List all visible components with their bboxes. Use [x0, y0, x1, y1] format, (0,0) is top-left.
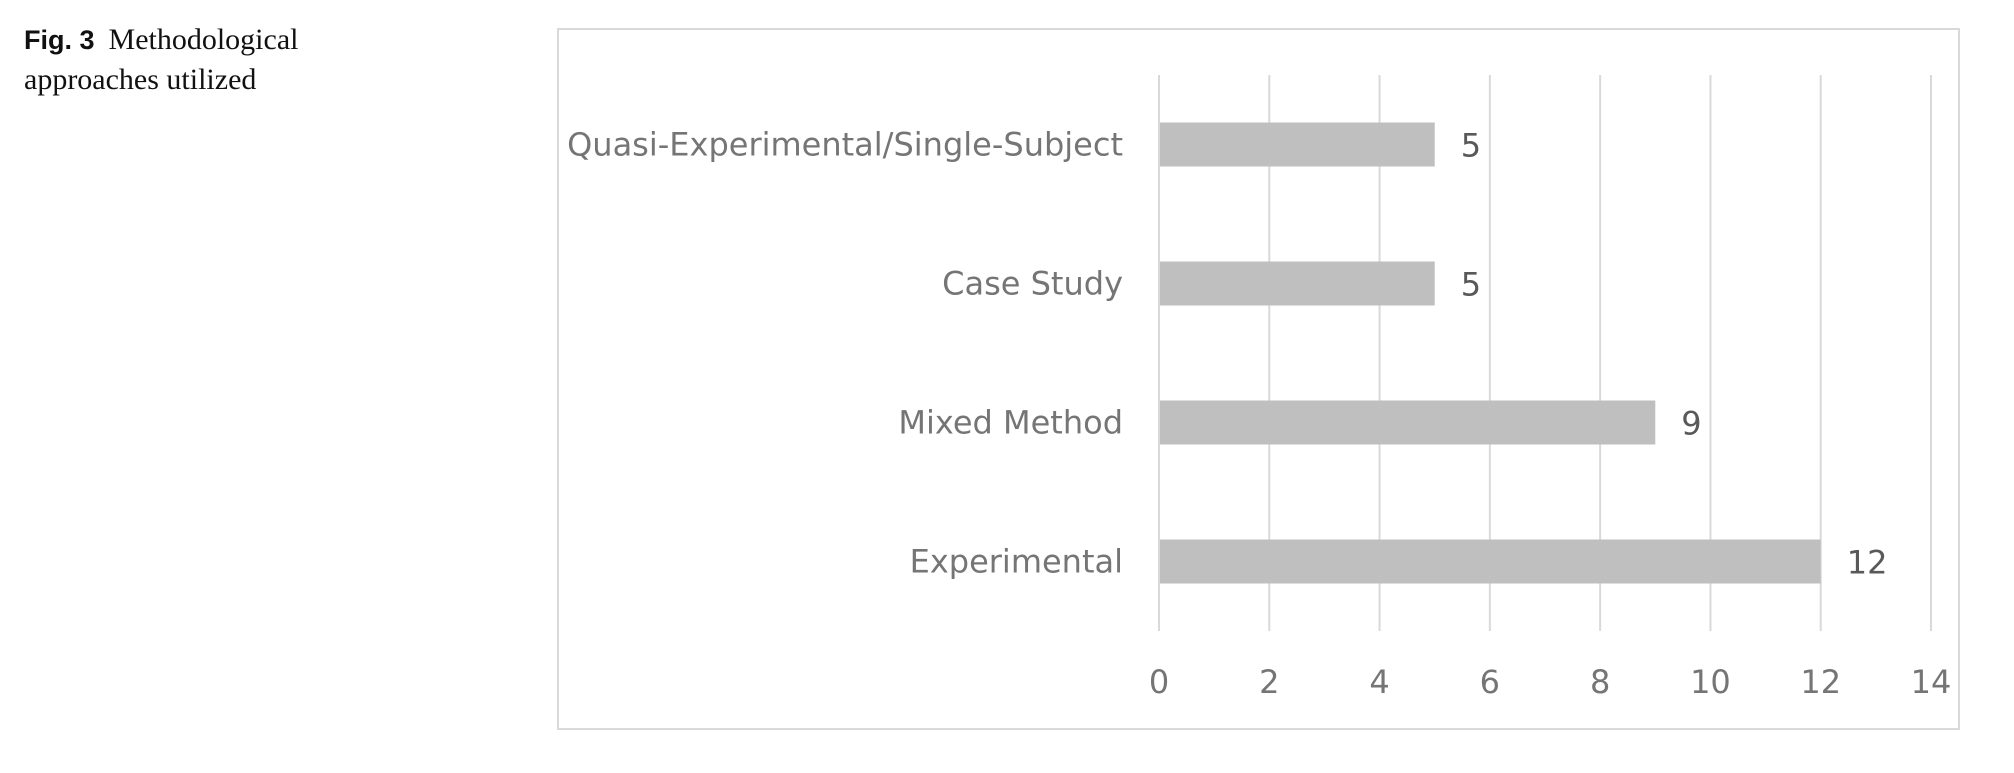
data-label: 9	[1681, 405, 1701, 443]
category-label: Mixed Method	[898, 404, 1123, 442]
category-label: Experimental	[910, 543, 1123, 581]
bar	[1160, 400, 1656, 445]
x-tick-label: 12	[1800, 663, 1841, 701]
x-tick-label: 4	[1369, 663, 1389, 701]
x-tick-label: 8	[1590, 663, 1610, 701]
category-label: Case Study	[942, 265, 1123, 303]
bar	[1160, 122, 1435, 167]
bar-chart: 0 2 4 6 8 10 12 14 Quasi-Experimental/Single-Sub…	[567, 75, 1952, 701]
data-label: 12	[1847, 544, 1888, 582]
category-label: Quasi-Experimental/Single-Subject	[567, 126, 1123, 164]
x-tick-label: 14	[1911, 663, 1952, 701]
figure-caption-text: Methodological approaches utilized	[24, 23, 299, 96]
x-tick-label: 6	[1480, 663, 1500, 701]
x-tick-label: 10	[1690, 663, 1731, 701]
figure-number: Fig. 3	[24, 25, 95, 55]
data-label: 5	[1461, 266, 1481, 304]
data-label: 5	[1461, 127, 1481, 165]
bar	[1160, 261, 1435, 306]
chart-frame: 0 2 4 6 8 10 12 14 Quasi-Experimental/Single-Sub…	[557, 28, 1960, 730]
figure-caption: Fig. 3 Methodological approaches utilized	[24, 20, 384, 100]
x-tick-label: 2	[1259, 663, 1279, 701]
bar	[1160, 539, 1821, 584]
x-tick-label: 0	[1149, 663, 1169, 701]
